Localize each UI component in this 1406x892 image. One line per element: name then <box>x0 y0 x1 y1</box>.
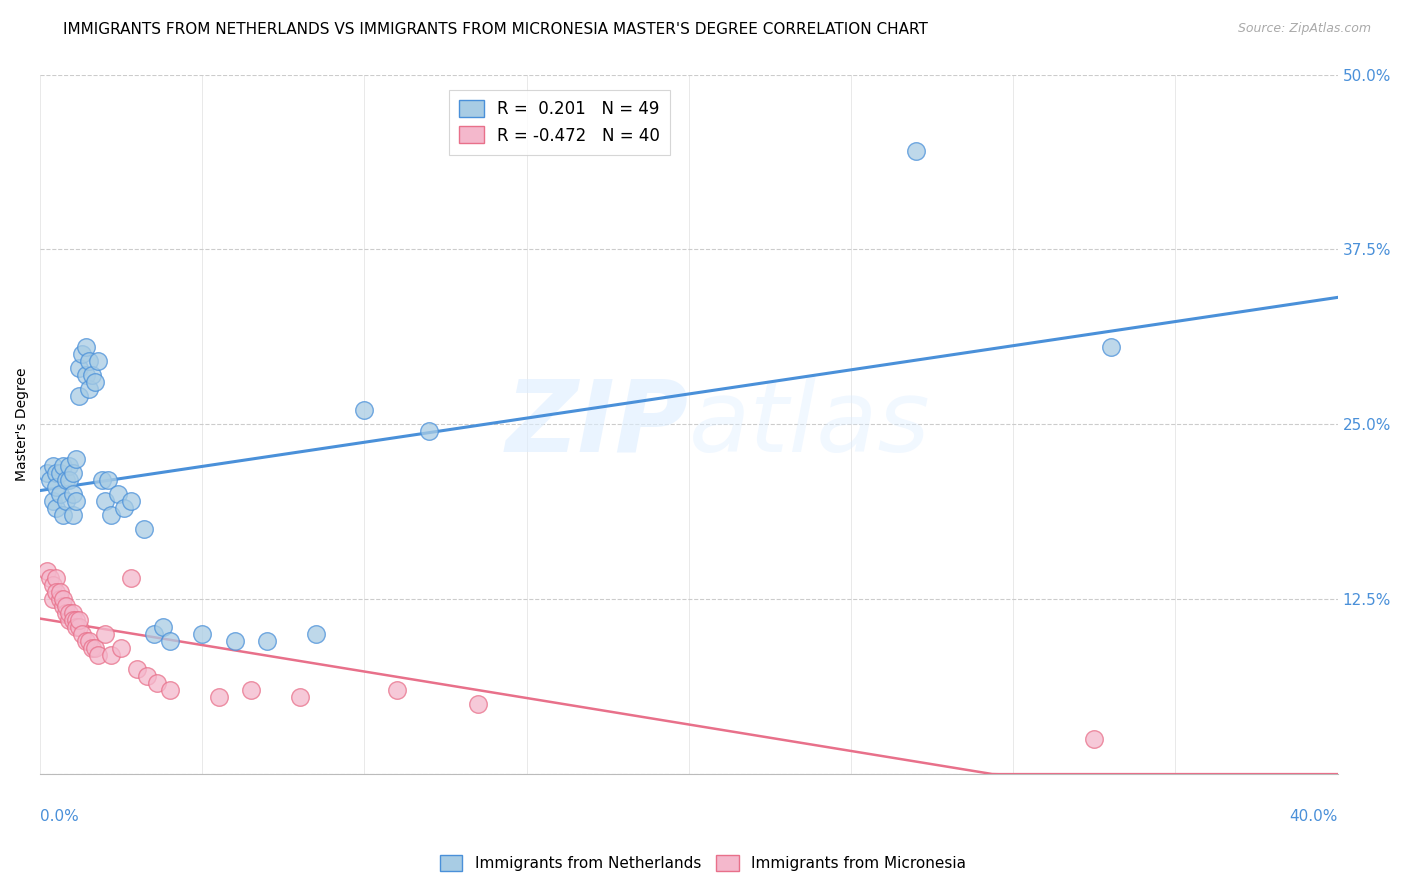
Text: ZIP: ZIP <box>506 376 689 473</box>
Point <box>120 571 142 585</box>
Point <box>52 508 75 523</box>
Point <box>52 592 75 607</box>
Point <box>62 487 84 501</box>
Point <box>467 697 489 711</box>
Point <box>45 571 67 585</box>
Point <box>114 501 136 516</box>
Point <box>48 467 70 481</box>
Point <box>42 494 65 508</box>
Point <box>55 606 77 620</box>
Point <box>58 606 80 620</box>
Point <box>67 389 90 403</box>
Point <box>77 382 100 396</box>
Legend: R =  0.201   N = 49, R = -0.472   N = 40: R = 0.201 N = 49, R = -0.472 N = 40 <box>449 90 669 154</box>
Point <box>84 641 107 656</box>
Point <box>77 354 100 368</box>
Point <box>146 676 169 690</box>
Point <box>65 620 87 634</box>
Point <box>418 425 440 439</box>
Point <box>120 494 142 508</box>
Point <box>42 592 65 607</box>
Point <box>239 683 262 698</box>
Point <box>58 613 80 627</box>
Point <box>207 690 229 705</box>
Point <box>159 683 181 698</box>
Legend: Immigrants from Netherlands, Immigrants from Micronesia: Immigrants from Netherlands, Immigrants … <box>433 849 973 877</box>
Point <box>58 473 80 487</box>
Point <box>55 473 77 487</box>
Point <box>94 494 117 508</box>
Point <box>75 634 97 648</box>
Point <box>136 669 159 683</box>
Point <box>87 354 110 368</box>
Point <box>52 599 75 614</box>
Point <box>55 494 77 508</box>
Point <box>97 473 120 487</box>
Point <box>87 648 110 663</box>
Point <box>48 585 70 599</box>
Point <box>62 467 84 481</box>
Text: atlas: atlas <box>689 376 931 473</box>
Point <box>80 641 103 656</box>
Point <box>45 467 67 481</box>
Point <box>100 648 122 663</box>
Point <box>132 522 155 536</box>
Point <box>385 683 408 698</box>
Point <box>48 592 70 607</box>
Point <box>256 634 278 648</box>
Point <box>65 452 87 467</box>
Point <box>77 634 100 648</box>
Point <box>55 599 77 614</box>
Point <box>127 662 149 676</box>
Y-axis label: Master's Degree: Master's Degree <box>15 368 30 481</box>
Point <box>142 627 165 641</box>
Point <box>152 620 174 634</box>
Point <box>288 690 311 705</box>
Point <box>67 613 90 627</box>
Point <box>72 347 94 361</box>
Point <box>48 487 70 501</box>
Point <box>35 467 58 481</box>
Point <box>62 606 84 620</box>
Point <box>45 501 67 516</box>
Point <box>35 564 58 578</box>
Point <box>38 571 60 585</box>
Point <box>90 473 112 487</box>
Point <box>65 494 87 508</box>
Text: 0.0%: 0.0% <box>41 809 79 824</box>
Point <box>159 634 181 648</box>
Point <box>904 145 927 159</box>
Text: IMMIGRANTS FROM NETHERLANDS VS IMMIGRANTS FROM MICRONESIA MASTER'S DEGREE CORREL: IMMIGRANTS FROM NETHERLANDS VS IMMIGRANT… <box>63 22 928 37</box>
Point <box>224 634 246 648</box>
Point <box>94 627 117 641</box>
Point <box>62 508 84 523</box>
Point <box>1083 732 1105 747</box>
Text: Source: ZipAtlas.com: Source: ZipAtlas.com <box>1237 22 1371 36</box>
Point <box>72 627 94 641</box>
Point <box>1099 340 1122 354</box>
Point <box>65 613 87 627</box>
Point <box>62 613 84 627</box>
Point <box>75 368 97 383</box>
Point <box>353 403 375 417</box>
Point <box>67 620 90 634</box>
Point <box>45 585 67 599</box>
Point <box>80 368 103 383</box>
Point <box>191 627 214 641</box>
Point <box>100 508 122 523</box>
Point <box>75 340 97 354</box>
Text: 40.0%: 40.0% <box>1289 809 1337 824</box>
Point <box>67 361 90 376</box>
Point <box>45 480 67 494</box>
Point <box>305 627 328 641</box>
Point <box>84 376 107 390</box>
Point <box>52 459 75 474</box>
Point <box>107 487 129 501</box>
Point <box>38 473 60 487</box>
Point <box>58 459 80 474</box>
Point <box>42 459 65 474</box>
Point <box>42 578 65 592</box>
Point <box>110 641 132 656</box>
